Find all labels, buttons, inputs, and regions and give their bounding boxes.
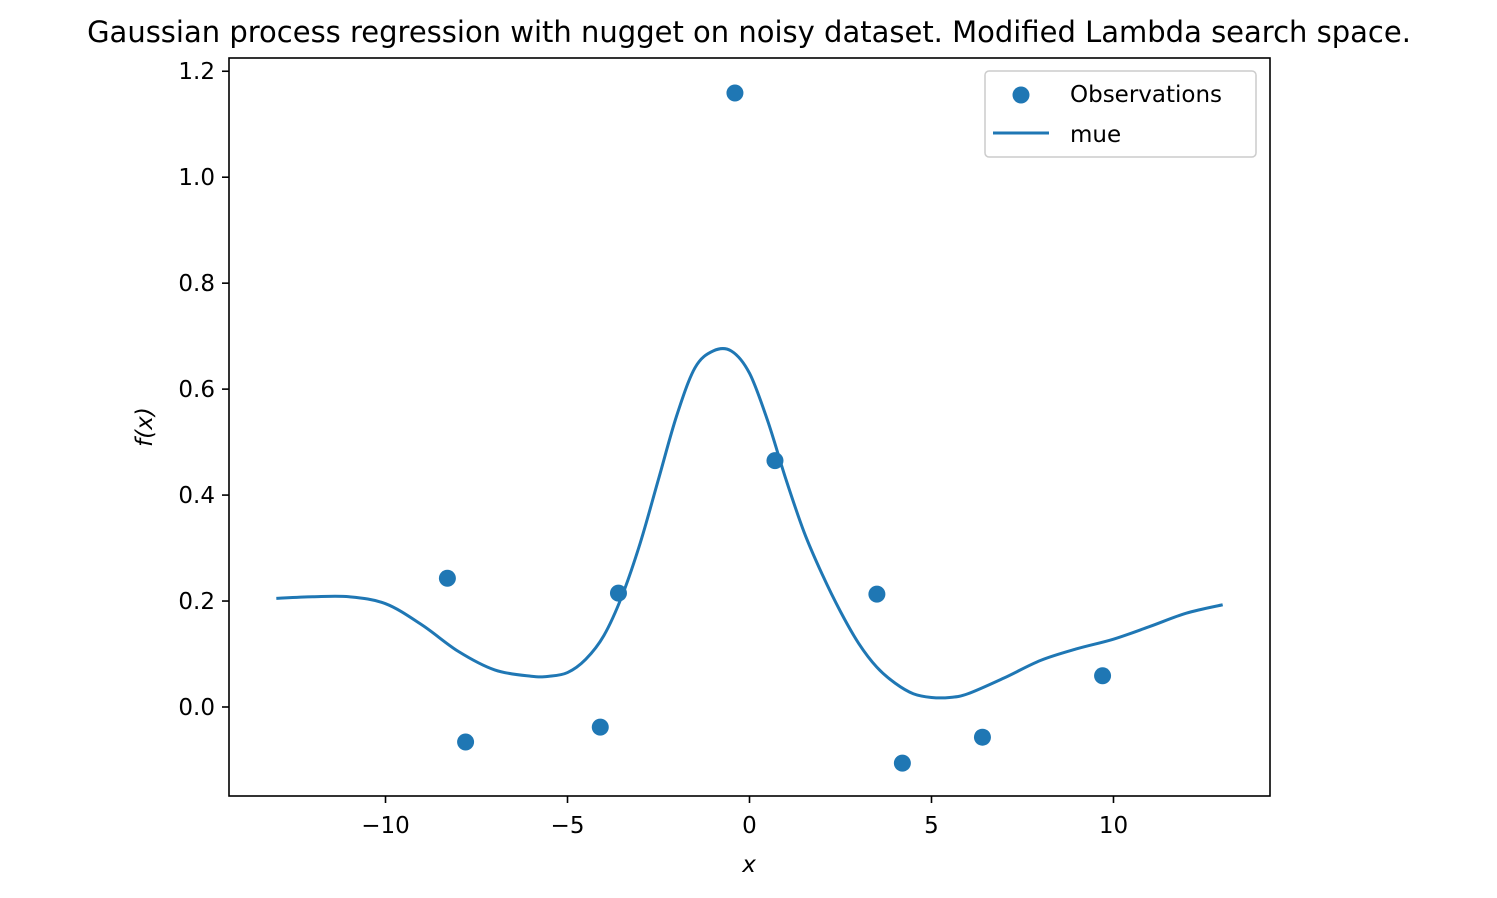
series-line-mue [276,347,1224,700]
y-tick-label: 0.0 [178,695,215,721]
x-tick-label: 5 [924,813,939,839]
observation-point [766,452,784,470]
x-tick-label: −5 [551,813,585,839]
y-axis-label: f(x) [132,407,158,447]
x-axis-label: x [741,852,756,878]
y-tick-label: 0.2 [178,589,215,615]
y-axis-ticks: 0.0 0.2 0.4 0.6 0.8 1.0 1.2 [178,59,229,721]
legend-label-mue: mue [1070,122,1121,148]
y-tick-label: 0.4 [178,483,215,509]
observation-point [726,84,744,102]
observation-point [1094,667,1112,685]
plot-frame [228,57,1271,797]
legend-label-observations: Observations [1070,82,1222,108]
y-tick-label: 1.0 [178,165,215,191]
observation-points [438,84,1112,772]
observation-point [609,584,627,602]
y-tick-label: 0.6 [178,377,215,403]
legend-marker-observations [1012,86,1030,104]
y-tick-label: 0.8 [178,271,215,297]
observation-point [591,718,609,736]
x-tick-label: −10 [361,813,410,839]
observation-point [438,569,456,587]
y-tick-label: 1.2 [178,59,215,85]
chart-title: Gaussian process regression with nugget … [87,15,1411,49]
observation-point [893,754,911,772]
observation-point [973,728,991,746]
x-tick-label: 10 [1099,813,1128,839]
observation-point [868,585,886,603]
observation-point [457,733,475,751]
x-axis-ticks: −10 −5 0 5 10 [361,796,1128,839]
legend: Observations mue [984,70,1257,158]
x-tick-label: 0 [742,813,757,839]
legend-box [984,70,1257,158]
